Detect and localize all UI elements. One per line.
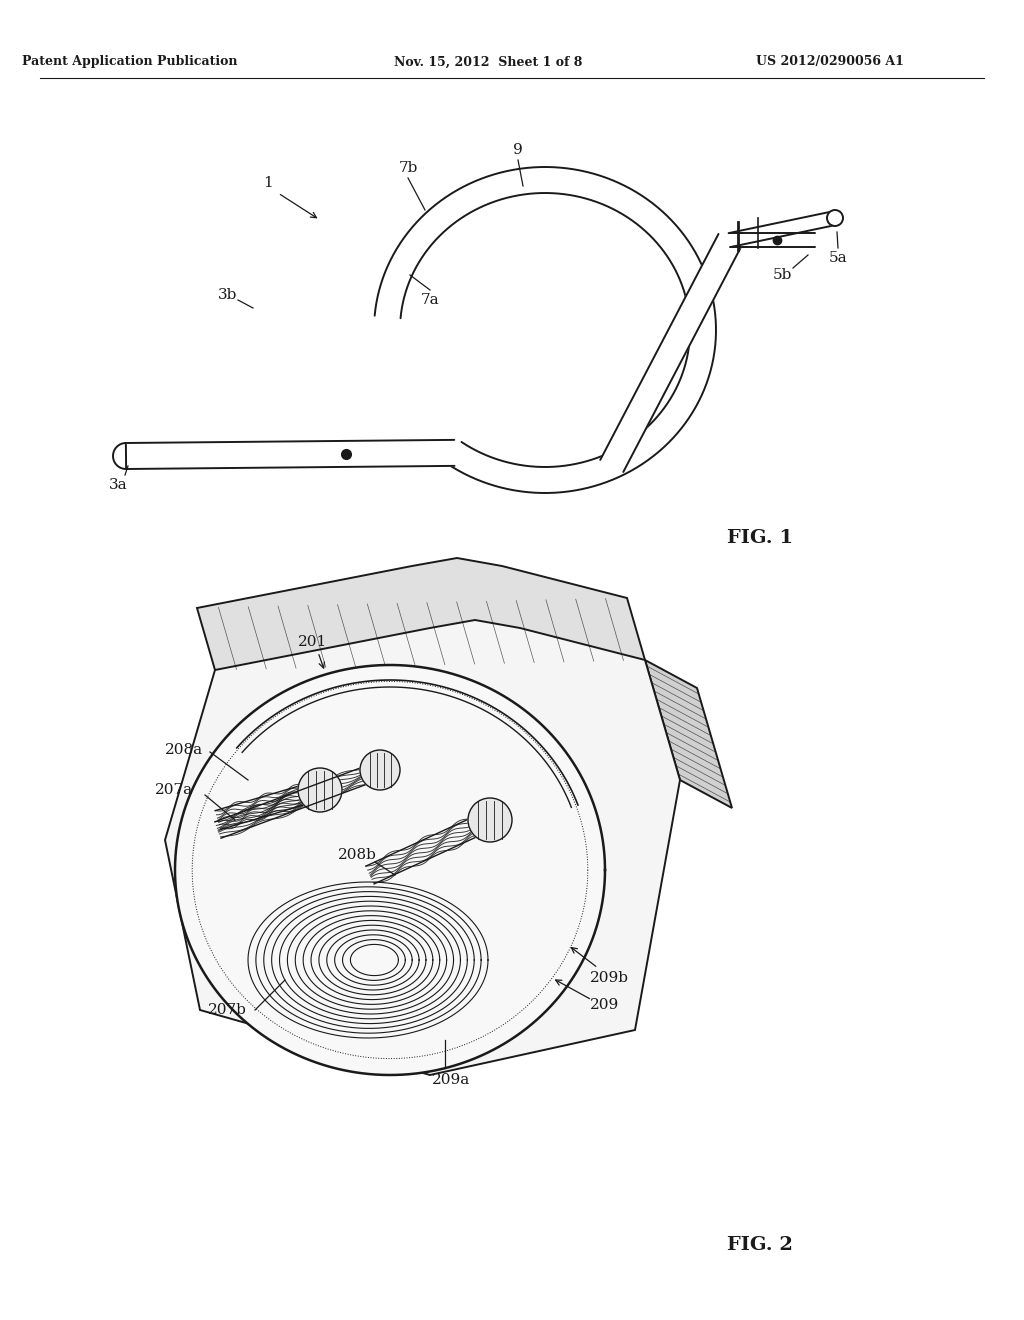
Text: 5b: 5b — [772, 268, 792, 282]
Text: 208b: 208b — [338, 847, 377, 862]
Polygon shape — [175, 665, 605, 1074]
Text: Nov. 15, 2012  Sheet 1 of 8: Nov. 15, 2012 Sheet 1 of 8 — [394, 55, 583, 69]
Polygon shape — [197, 558, 645, 671]
Text: 1: 1 — [263, 176, 272, 190]
Polygon shape — [600, 234, 741, 473]
Text: FIG. 2: FIG. 2 — [727, 1236, 793, 1254]
Polygon shape — [728, 211, 837, 247]
Text: 3a: 3a — [109, 478, 127, 492]
Text: 9: 9 — [513, 143, 523, 157]
Wedge shape — [113, 444, 126, 469]
Circle shape — [298, 768, 342, 812]
Text: 209a: 209a — [432, 1073, 470, 1086]
Text: 201: 201 — [298, 635, 328, 649]
Text: 207a: 207a — [155, 783, 194, 797]
Circle shape — [360, 750, 400, 789]
Text: 207b: 207b — [208, 1003, 247, 1016]
Polygon shape — [165, 620, 680, 1074]
Text: Patent Application Publication: Patent Application Publication — [23, 55, 238, 69]
Text: 209b: 209b — [590, 972, 629, 985]
Polygon shape — [126, 440, 455, 469]
Text: US 2012/0290056 A1: US 2012/0290056 A1 — [756, 55, 904, 69]
Text: 208a: 208a — [165, 743, 203, 756]
Polygon shape — [645, 660, 732, 808]
Circle shape — [468, 799, 512, 842]
Polygon shape — [730, 234, 815, 247]
Text: 7b: 7b — [398, 161, 418, 176]
Text: 7a: 7a — [421, 293, 439, 308]
Polygon shape — [375, 168, 716, 492]
Text: FIG. 1: FIG. 1 — [727, 529, 793, 546]
Circle shape — [827, 210, 843, 226]
Text: 209: 209 — [590, 998, 620, 1012]
Text: 3b: 3b — [218, 288, 238, 302]
Text: 5a: 5a — [828, 251, 847, 265]
